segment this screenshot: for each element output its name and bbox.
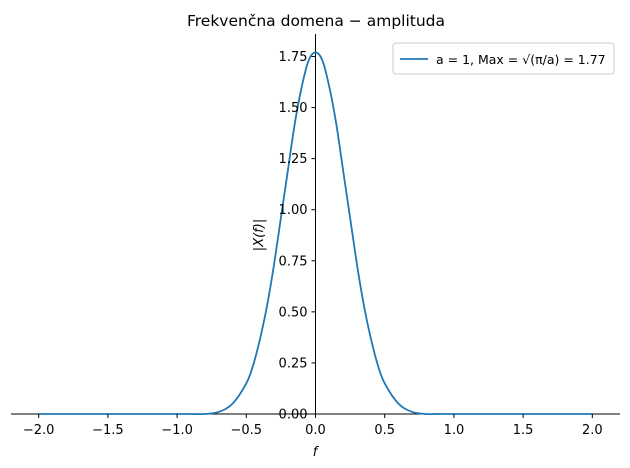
x-tick-label: 0.0 (305, 423, 326, 438)
y-tick-label: 1.00 (279, 203, 308, 218)
x-tick-label: 0.5 (374, 423, 395, 438)
x-axis-label: f (313, 445, 320, 460)
chart-title: Frekvenčna domena − amplituda (187, 12, 445, 30)
y-axis-label: |X(f)| (252, 219, 267, 251)
plot-area (11, 34, 620, 416)
y-tick-label: 0.75 (279, 254, 308, 269)
legend-entry-label: a = 1, Max = √(π/a) = 1.77 (436, 52, 606, 67)
y-tick-label: 0.00 (279, 408, 308, 423)
y-tick-label: 1.25 (279, 152, 308, 167)
x-tick-label: −2.0 (23, 423, 55, 438)
x-tick-label: −1.5 (92, 423, 124, 438)
y-axis-ticks: 0.00 0.25 0.50 0.75 1.00 1.25 1.50 1.75 (279, 50, 316, 423)
x-tick-label: 1.0 (444, 423, 465, 438)
y-tick-label: 1.50 (279, 101, 308, 116)
x-tick-label: −0.5 (231, 423, 263, 438)
x-tick-label: −1.0 (161, 423, 193, 438)
series-line (38, 51, 593, 416)
y-tick-label: 1.75 (279, 50, 308, 65)
x-tick-label: 1.5 (513, 423, 534, 438)
x-axis-ticks: −2.0 −1.5 −1.0 −0.5 0.0 0.5 1.0 1.5 2.0 (23, 414, 603, 438)
legend-frame (392, 42, 615, 75)
x-tick-label: 2.0 (582, 423, 603, 438)
y-tick-label: 0.25 (279, 356, 308, 371)
legend: a = 1, Max = √(π/a) = 1.77 (392, 42, 615, 75)
y-tick-label: 0.50 (279, 305, 308, 320)
